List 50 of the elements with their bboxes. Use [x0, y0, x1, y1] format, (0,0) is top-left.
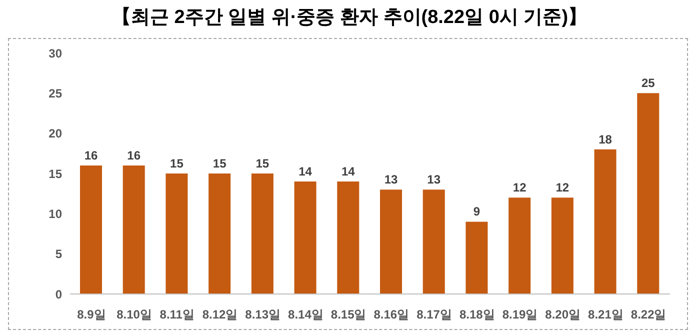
y-tick-label: 20	[48, 126, 62, 141]
bar	[466, 222, 488, 294]
bar	[294, 182, 316, 294]
data-label: 25	[641, 76, 656, 90]
data-label: 16	[127, 148, 141, 162]
y-tick-label: 0	[55, 287, 62, 302]
data-label: 16	[84, 148, 98, 162]
x-tick-label: 8.9일	[77, 308, 106, 322]
bar	[594, 149, 616, 294]
bar	[422, 190, 445, 294]
data-label: 9	[473, 204, 480, 219]
data-label: 15	[170, 156, 184, 170]
bar	[551, 198, 574, 294]
y-tick-label: 25	[48, 86, 62, 100]
x-tick-label: 8.10일	[116, 308, 152, 322]
x-tick-label: 8.13일	[245, 308, 281, 322]
bar	[380, 190, 402, 294]
bar	[122, 165, 145, 294]
bar	[80, 165, 102, 294]
y-tick-label: 10	[48, 206, 62, 221]
x-tick-label: 8.22일	[630, 308, 666, 322]
data-label: 15	[256, 156, 270, 170]
data-label: 13	[427, 172, 441, 187]
bar	[208, 174, 231, 294]
x-tick-label: 8.18일	[459, 308, 495, 322]
data-label: 14	[341, 164, 356, 179]
data-label: 13	[384, 172, 398, 187]
bar	[637, 93, 660, 294]
data-label: 12	[512, 180, 527, 195]
bar	[337, 182, 360, 294]
x-tick-label: 8.17일	[416, 308, 452, 322]
x-tick-label: 8.11일	[160, 308, 194, 322]
data-label: 14	[298, 164, 312, 179]
x-tick-label: 8.14일	[288, 308, 324, 322]
data-label: 12	[556, 180, 570, 195]
x-tick-label: 8.19일	[502, 308, 538, 322]
x-tick-label: 8.21일	[588, 308, 624, 322]
x-tick-label: 8.12일	[202, 308, 238, 322]
y-tick-label: 15	[48, 166, 62, 181]
x-tick-label: 8.15일	[330, 308, 366, 322]
y-tick-label: 30	[48, 46, 62, 60]
data-label: 18	[598, 132, 612, 146]
bar	[166, 174, 188, 294]
bar	[508, 198, 531, 294]
x-tick-label: 8.16일	[374, 308, 410, 322]
data-label: 15	[212, 156, 227, 170]
y-tick-label: 5	[55, 247, 62, 262]
x-tick-label: 8.20일	[545, 308, 581, 322]
chart-title: 【최근 2주간 일별 위·중증 환자 추이(8.22일 0시 기준)】	[110, 6, 588, 30]
bar	[251, 174, 274, 294]
